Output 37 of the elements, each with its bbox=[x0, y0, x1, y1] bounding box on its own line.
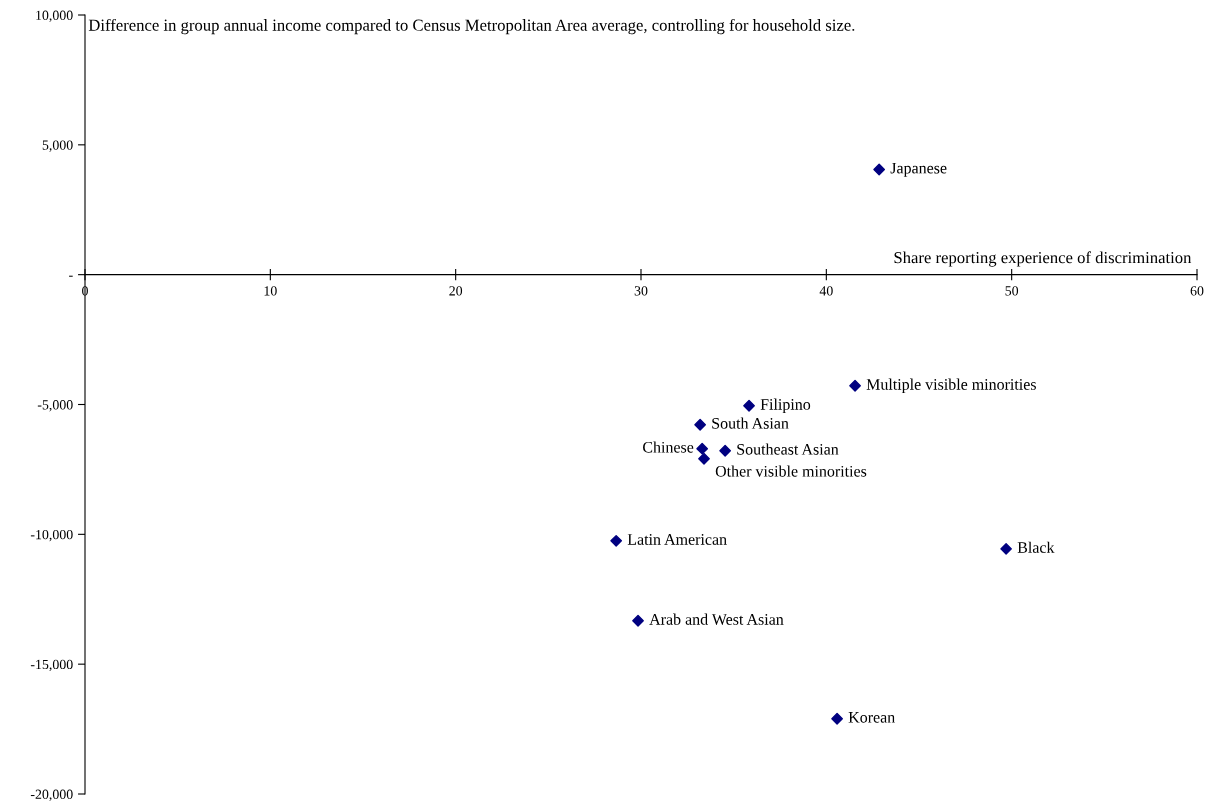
y-tick-label: -15,000 bbox=[30, 659, 73, 672]
annotation: Filipino bbox=[760, 398, 811, 414]
x-tick-label: 10 bbox=[264, 286, 277, 296]
point bbox=[610, 534, 623, 547]
point bbox=[719, 444, 732, 457]
x-tick-label: 30 bbox=[634, 286, 648, 296]
point bbox=[831, 712, 843, 725]
y-axis-title: Difference in group annual income compared to Census Metropolitan Area average, controlling for household size. bbox=[88, 18, 855, 35]
point bbox=[698, 452, 710, 465]
annotation: Arab and West Asian bbox=[649, 613, 784, 625]
y-tick-label: 5,000 bbox=[42, 140, 73, 152]
y-tick-label: -10,000 bbox=[30, 529, 73, 542]
annotation: Latin American bbox=[627, 534, 727, 545]
point bbox=[1000, 542, 1012, 555]
annotation: Japanese bbox=[890, 162, 947, 177]
annotation: Chinese bbox=[643, 441, 694, 453]
point bbox=[849, 379, 861, 392]
point bbox=[873, 163, 886, 176]
y-tick-label: 10,000 bbox=[36, 10, 73, 22]
y-tick-label: - bbox=[69, 275, 73, 277]
point bbox=[694, 418, 707, 431]
annotation: Other visible minorities bbox=[715, 465, 867, 477]
x-tick-label: 60 bbox=[1190, 286, 1204, 296]
x-tick-label: 50 bbox=[1005, 286, 1019, 296]
x-axis-title: Share reporting experience of discrimination bbox=[894, 251, 1192, 267]
annotation: South Asian bbox=[712, 417, 789, 429]
x-tick-label: 40 bbox=[819, 286, 833, 296]
y-tick-label: -20,000 bbox=[30, 789, 73, 801]
point bbox=[632, 614, 644, 627]
y-tick-label: -5,000 bbox=[37, 400, 73, 412]
annotation: Multiple visible minorities bbox=[866, 378, 1036, 394]
x-tick-label: 20 bbox=[449, 286, 463, 296]
point bbox=[696, 442, 709, 455]
annotation: Korean bbox=[848, 712, 895, 723]
annotation: Black bbox=[1017, 541, 1055, 553]
annotation: Southeast Asian bbox=[737, 443, 839, 455]
point bbox=[743, 399, 755, 412]
